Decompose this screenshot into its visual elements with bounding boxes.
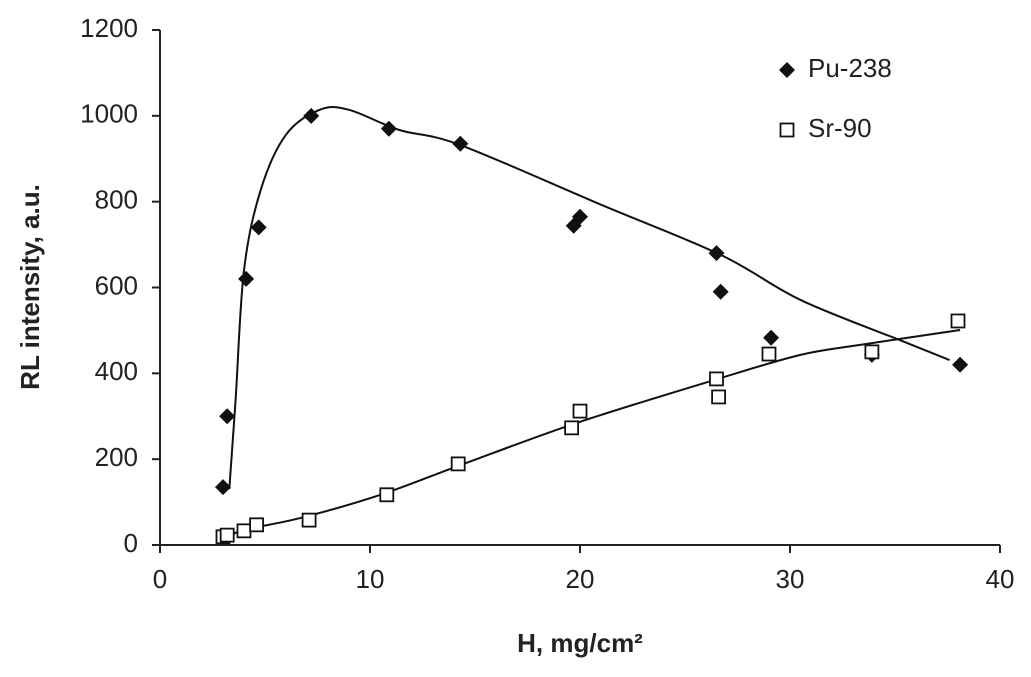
x-tick-label: 40 bbox=[986, 564, 1015, 594]
trend-line bbox=[220, 328, 961, 541]
legend-label: Pu-238 bbox=[808, 53, 892, 83]
data-point bbox=[380, 120, 397, 137]
data-point bbox=[572, 403, 588, 419]
data-point bbox=[763, 329, 780, 346]
data-point bbox=[709, 371, 724, 387]
data-point bbox=[952, 356, 969, 373]
y-tick-label: 1200 bbox=[80, 13, 138, 43]
y-tick-label: 1000 bbox=[80, 99, 138, 129]
legend-label: Sr-90 bbox=[808, 113, 872, 143]
data-point bbox=[219, 408, 236, 425]
data-point bbox=[219, 527, 235, 543]
data-point bbox=[452, 135, 469, 152]
data-point bbox=[708, 245, 725, 262]
data-point bbox=[711, 389, 726, 405]
data-point bbox=[303, 107, 320, 124]
data-point bbox=[450, 456, 466, 472]
data-point bbox=[761, 346, 777, 362]
data-point bbox=[379, 487, 395, 503]
data-point bbox=[950, 313, 966, 329]
x-axis-title: H, mg/cm² bbox=[517, 628, 643, 658]
y-tick-label: 800 bbox=[95, 185, 138, 215]
data-point bbox=[236, 523, 252, 539]
legend-marker bbox=[779, 122, 795, 138]
x-tick-label: 30 bbox=[776, 564, 805, 594]
y-axis-title: RL intensity, a.u. bbox=[15, 184, 45, 390]
x-tick-label: 0 bbox=[153, 564, 167, 594]
y-tick-label: 600 bbox=[95, 270, 138, 300]
x-tick-label: 10 bbox=[356, 564, 385, 594]
x-tick-label: 20 bbox=[566, 564, 595, 594]
data-point bbox=[250, 219, 267, 236]
data-point bbox=[712, 283, 729, 300]
y-tick-label: 0 bbox=[124, 528, 138, 558]
y-tick-label: 400 bbox=[95, 356, 138, 386]
data-point bbox=[238, 270, 255, 287]
data-point bbox=[249, 517, 265, 533]
trend-line bbox=[228, 106, 950, 490]
data-point bbox=[864, 344, 880, 360]
data-point bbox=[215, 479, 231, 496]
legend-marker bbox=[779, 62, 795, 78]
data-point bbox=[572, 208, 588, 225]
y-tick-label: 200 bbox=[95, 442, 138, 472]
data-point bbox=[564, 420, 579, 436]
data-point bbox=[301, 512, 317, 528]
